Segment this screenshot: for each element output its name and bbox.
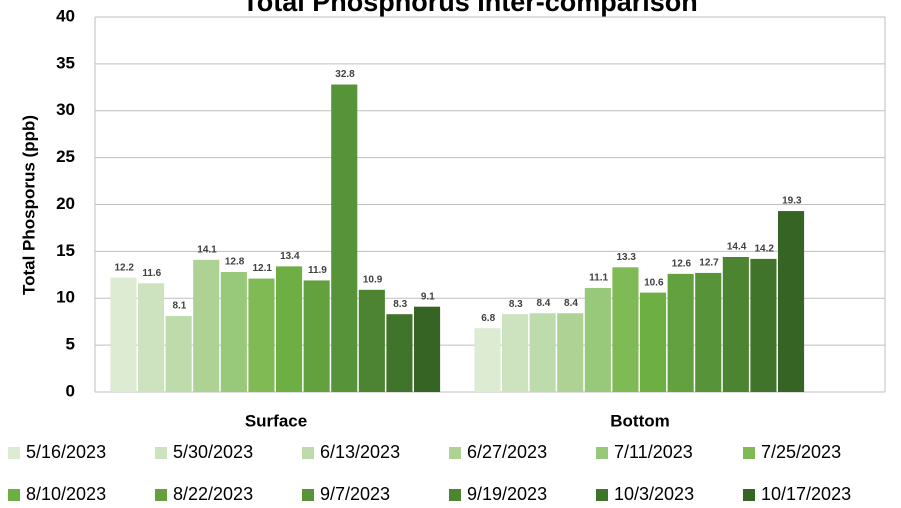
value-label: 12.1: [252, 263, 272, 274]
value-label: 8.4: [564, 298, 578, 309]
legend-label: 6/13/2023: [320, 442, 400, 462]
bar: [414, 306, 441, 392]
legend-label: 5/30/2023: [173, 442, 253, 462]
legend-label: 10/17/2023: [761, 484, 851, 504]
legend-label: 7/11/2023: [614, 442, 693, 462]
bar: [695, 272, 722, 392]
value-label: 8.4: [536, 298, 550, 309]
bar: [502, 314, 529, 392]
legend-label: 8/22/2023: [173, 484, 253, 504]
legend-label: 7/25/2023: [761, 442, 841, 462]
legend-label: 10/3/2023: [614, 484, 694, 504]
legend-swatch: [449, 489, 461, 501]
value-label: 12.6: [672, 259, 692, 270]
bar: [529, 313, 556, 392]
y-tick-label: 25: [56, 147, 75, 166]
bar: [193, 259, 220, 392]
value-label: 8.3: [509, 299, 523, 310]
x-tick-label: Surface: [245, 411, 307, 430]
bar: [331, 84, 358, 392]
bar: [386, 314, 413, 392]
bar: [584, 287, 611, 392]
value-label: 19.3: [782, 196, 802, 207]
y-tick-label: 30: [56, 100, 75, 119]
legend-label: 9/19/2023: [467, 484, 547, 504]
legend-swatch: [596, 447, 608, 459]
value-label: 12.2: [114, 262, 134, 273]
y-axis-label: Total Phosporus (ppb): [19, 115, 38, 295]
bar: [138, 283, 165, 392]
bar: [667, 273, 694, 392]
bar: [750, 258, 777, 392]
value-label: 11.1: [589, 273, 608, 284]
value-label: 13.3: [616, 252, 636, 263]
x-tick-label: Bottom: [610, 411, 669, 430]
bar: [110, 277, 137, 392]
value-label: 14.1: [197, 244, 217, 255]
legend-label: 5/16/2023: [26, 442, 106, 462]
bar: [640, 292, 667, 392]
legend-label: 9/7/2023: [320, 484, 390, 504]
chart-title: Total Phosphorus Inter-comparison: [242, 0, 698, 17]
legend-swatch: [8, 489, 20, 501]
y-tick-label: 5: [66, 335, 75, 354]
value-label: 9.1: [421, 291, 435, 302]
legend-swatch: [155, 489, 167, 501]
bar: [722, 257, 749, 392]
value-label: 6.8: [481, 313, 495, 324]
bar: [612, 267, 639, 392]
bar: [474, 328, 501, 392]
legend-swatch: [302, 489, 314, 501]
legend-swatch: [596, 489, 608, 501]
legend-swatch: [302, 447, 314, 459]
bar: [276, 266, 303, 392]
value-label: 11.6: [142, 268, 161, 279]
bar: [220, 272, 247, 392]
value-label: 32.8: [335, 69, 355, 80]
bar: [165, 316, 192, 392]
value-label: 12.7: [699, 258, 719, 269]
y-tick-label: 35: [56, 53, 75, 72]
legend-swatch: [8, 447, 20, 459]
bar: [557, 313, 584, 392]
value-label: 14.4: [727, 242, 747, 253]
value-label: 8.3: [393, 299, 407, 310]
bar: [248, 278, 275, 392]
bar: [358, 289, 385, 392]
value-label: 11.9: [308, 265, 327, 276]
legend-swatch: [449, 447, 461, 459]
y-tick-label: 20: [56, 194, 75, 213]
legend-label: 8/10/2023: [26, 484, 106, 504]
y-tick-label: 15: [56, 241, 75, 260]
bar: [778, 211, 805, 392]
y-tick-label: 40: [56, 6, 75, 25]
value-label: 13.4: [280, 251, 300, 262]
value-label: 12.8: [225, 257, 245, 268]
value-label: 8.1: [172, 301, 186, 312]
value-label: 14.2: [754, 244, 774, 255]
value-label: 10.6: [644, 277, 664, 288]
legend-swatch: [743, 489, 755, 501]
value-label: 10.9: [363, 274, 383, 285]
legend-swatch: [155, 447, 167, 459]
y-tick-label: 0: [66, 381, 75, 400]
y-tick-label: 10: [56, 288, 75, 307]
legend-swatch: [743, 447, 755, 459]
legend-label: 6/27/2023: [467, 442, 547, 462]
bar: [303, 280, 330, 392]
